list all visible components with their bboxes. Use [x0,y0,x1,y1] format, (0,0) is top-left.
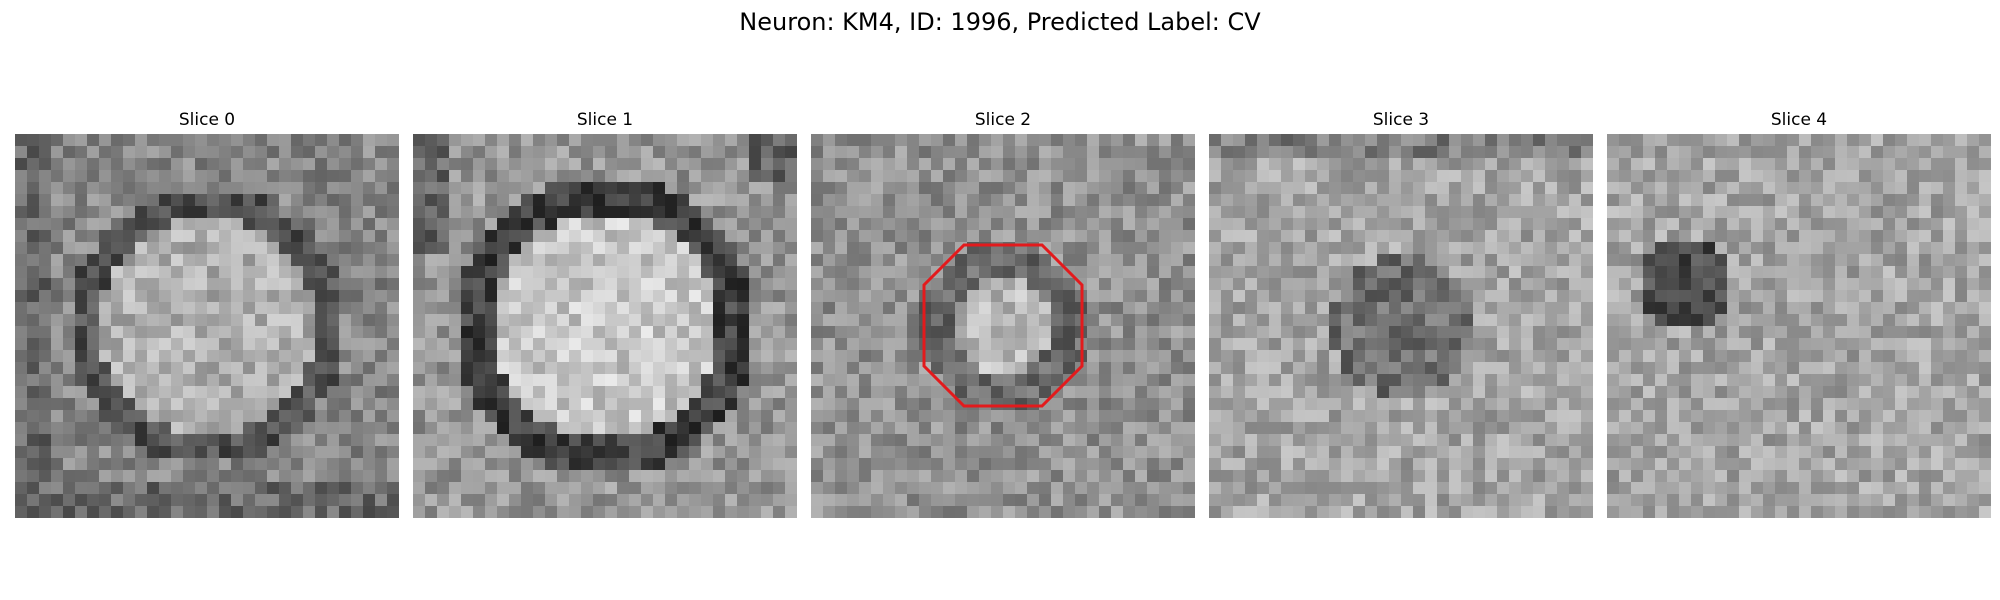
slice-image [1607,134,1991,518]
slice-canvas [811,134,1195,518]
slice-image [811,134,1195,518]
figure-title: Neuron: KM4, ID: 1996, Predicted Label: … [739,8,1261,36]
slice-canvas [15,134,399,518]
slice-canvas [1607,134,1991,518]
slice-title: Slice 4 [1770,110,1828,130]
slice-title: Slice 1 [576,110,634,130]
slice-image [1209,134,1593,518]
slice-title: Slice 2 [974,110,1032,130]
slice-canvas [1209,134,1593,518]
slice-canvas [413,134,797,518]
slice-image [15,134,399,518]
slice-image [413,134,797,518]
slice-title: Slice 3 [1372,110,1430,130]
slice-title: Slice 0 [178,110,236,130]
